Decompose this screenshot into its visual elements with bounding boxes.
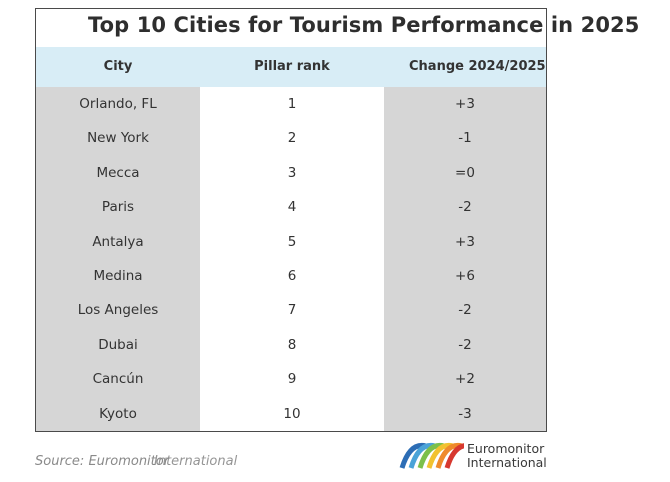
logo-arc — [444, 443, 464, 469]
rank-cell: 2 — [287, 130, 297, 147]
change-column-bg — [384, 87, 546, 431]
city-cell: Paris — [101, 199, 135, 216]
rank-cell: 3 — [287, 164, 297, 181]
city-cell: Cancún — [92, 371, 144, 388]
city-cell: Orlando, FL — [79, 96, 157, 112]
table-row: Cancún 9 +2 — [36, 362, 546, 396]
table-row: Kyoto 10 -3 — [36, 397, 546, 431]
euromonitor-logo-icon — [399, 442, 464, 469]
table-row: Antalya 5 +3 — [36, 225, 546, 259]
rank-cell: 7 — [287, 302, 297, 319]
table-row: Medina 6 +6 — [36, 259, 546, 293]
table-header — [36, 47, 546, 87]
page-title: Top 10 Cities for Tourism Performance in… — [88, 13, 640, 37]
header-pillar-rank: Pillar rank — [254, 59, 330, 74]
city-cell: Los Angeles — [77, 302, 159, 319]
city-cell: New York — [87, 130, 149, 147]
city-cell: Medina — [93, 268, 143, 284]
rank-cell: 1 — [287, 96, 297, 112]
rank-cell: 6 — [287, 268, 297, 284]
brand-line-1: Euromonitor — [467, 441, 545, 456]
table-row: Paris 4 -2 — [36, 190, 546, 224]
brand-name: Euromonitor International — [467, 442, 547, 470]
rank-cell: 8 — [287, 336, 297, 353]
source-note: Source: Euromonitor — [35, 454, 170, 469]
city-cell: Kyoto — [99, 405, 137, 422]
city-cell: Mecca — [96, 164, 140, 181]
city-column-bg — [36, 87, 200, 431]
change-cell: +3 — [455, 96, 475, 112]
rank-cell: 9 — [287, 371, 297, 388]
table-row: Mecca 3 =0 — [36, 156, 546, 190]
change-cell: -1 — [458, 130, 472, 147]
header-city: City — [103, 59, 133, 74]
change-cell: -3 — [458, 405, 472, 422]
city-cell: Antalya — [92, 233, 144, 250]
change-cell: +6 — [455, 268, 475, 284]
rank-cell: 4 — [287, 199, 297, 216]
table-row: Dubai 8 -2 — [36, 328, 546, 362]
change-cell: +3 — [455, 233, 475, 250]
city-cell: Dubai — [98, 336, 138, 353]
source-note-overlap: International — [154, 454, 238, 469]
change-cell: -2 — [458, 336, 472, 353]
header-change: Change 2024/2025 — [409, 59, 546, 74]
rank-cell: 10 — [283, 405, 301, 422]
change-cell: +2 — [455, 371, 475, 388]
brand-line-2: International — [467, 455, 547, 470]
change-cell: -2 — [458, 302, 472, 319]
change-cell: =0 — [455, 164, 475, 181]
table-row: Orlando, FL 1 +3 — [36, 87, 546, 121]
table-row: New York 2 -1 — [36, 121, 546, 155]
rank-cell: 5 — [287, 233, 297, 250]
change-cell: -2 — [458, 199, 472, 216]
table-row: Los Angeles 7 -2 — [36, 293, 546, 327]
